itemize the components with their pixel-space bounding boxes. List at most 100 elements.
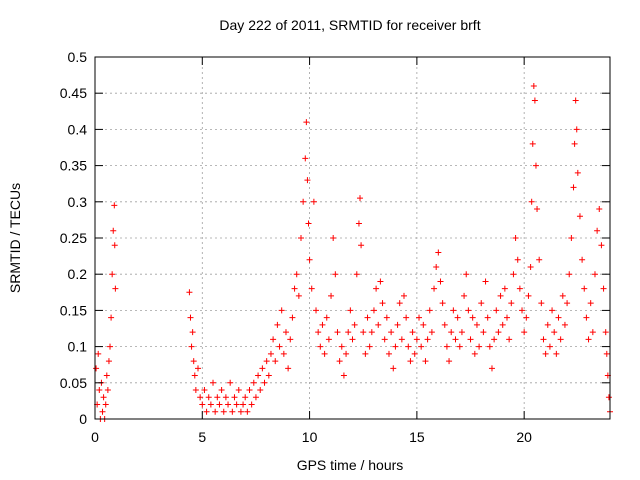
data-point	[454, 314, 461, 321]
data-point	[280, 350, 287, 357]
data-point	[416, 314, 423, 321]
data-point	[493, 307, 500, 314]
data-point	[551, 329, 558, 336]
data-point	[304, 177, 311, 184]
data-point	[605, 394, 612, 401]
data-point	[534, 206, 541, 213]
data-point	[252, 394, 259, 401]
data-point	[282, 329, 289, 336]
data-point	[437, 278, 444, 285]
data-point	[229, 408, 236, 415]
data-point	[248, 401, 255, 408]
data-point	[388, 329, 395, 336]
data-point	[261, 379, 268, 386]
data-point	[259, 365, 266, 372]
data-point	[93, 365, 100, 372]
y-tick-label: 0.2	[68, 266, 88, 282]
data-point	[330, 235, 337, 241]
data-point	[368, 329, 375, 336]
data-point	[343, 350, 350, 357]
y-tick-label: 0.15	[60, 302, 87, 318]
data-point	[325, 336, 332, 343]
data-point	[568, 235, 575, 241]
data-point	[235, 387, 242, 394]
data-point	[589, 329, 596, 336]
data-point	[338, 343, 345, 350]
data-point	[291, 285, 298, 292]
data-point	[188, 343, 195, 350]
data-point	[528, 198, 535, 205]
data-point	[587, 300, 594, 307]
data-point	[362, 350, 369, 357]
x-tick-label: 20	[516, 429, 532, 445]
data-point	[390, 365, 397, 372]
data-point	[525, 292, 532, 299]
data-point	[531, 97, 538, 104]
data-point	[102, 401, 109, 408]
x-axis-ticks: 0 5 10 15 20	[91, 57, 532, 445]
data-point	[274, 321, 281, 328]
data-point	[205, 394, 212, 401]
grid-lines	[95, 57, 610, 419]
data-point	[222, 394, 229, 401]
data-point	[351, 321, 358, 328]
y-tick-label: 0.45	[60, 85, 87, 101]
data-point	[201, 387, 208, 394]
data-point	[424, 336, 431, 343]
data-point	[336, 358, 343, 365]
data-point	[435, 249, 442, 256]
data-point	[426, 307, 433, 314]
data-point	[111, 242, 118, 249]
data-point	[95, 350, 102, 357]
data-point	[263, 358, 270, 365]
data-point	[512, 235, 519, 241]
data-point	[366, 343, 373, 350]
data-point	[450, 307, 457, 314]
data-point	[510, 271, 517, 278]
data-point	[564, 300, 571, 307]
data-point	[557, 336, 564, 343]
data-point	[439, 300, 446, 307]
x-tick-label: 0	[91, 429, 99, 445]
data-point	[476, 343, 483, 350]
y-tick-label: 0.25	[60, 230, 87, 246]
data-point	[465, 307, 472, 314]
data-point	[257, 387, 264, 394]
data-point	[495, 329, 502, 336]
data-point	[530, 82, 537, 89]
data-point	[527, 263, 534, 270]
data-point	[110, 227, 117, 234]
data-point	[561, 321, 568, 328]
data-points	[93, 82, 613, 422]
y-axis-ticks: 0 0.05 0.1 0.15 0.2 0.25 0.3 0.35 0.4 0.45 0.5	[60, 49, 610, 427]
data-point	[486, 343, 493, 350]
data-point	[418, 343, 425, 350]
data-point	[456, 343, 463, 350]
data-point	[591, 271, 598, 278]
data-point	[473, 321, 480, 328]
data-point	[392, 343, 399, 350]
data-point	[385, 350, 392, 357]
data-point	[189, 329, 196, 336]
data-point	[544, 321, 551, 328]
data-point	[306, 256, 313, 263]
data-point	[407, 358, 414, 365]
data-point	[458, 329, 465, 336]
data-point	[267, 350, 274, 357]
data-point	[349, 336, 356, 343]
data-point	[480, 329, 487, 336]
data-point	[488, 365, 495, 372]
data-point	[461, 292, 468, 299]
data-point	[276, 343, 283, 350]
data-point	[396, 300, 403, 307]
data-point	[191, 372, 198, 379]
data-point	[478, 300, 485, 307]
data-point	[298, 235, 304, 241]
data-point	[401, 292, 407, 299]
data-point	[285, 365, 292, 372]
data-point	[214, 394, 221, 401]
data-point	[207, 401, 214, 408]
chart-title: Day 222 of 2011, SRMTID for receiver brf…	[219, 17, 480, 33]
data-point	[186, 289, 193, 296]
data-point	[246, 387, 253, 394]
